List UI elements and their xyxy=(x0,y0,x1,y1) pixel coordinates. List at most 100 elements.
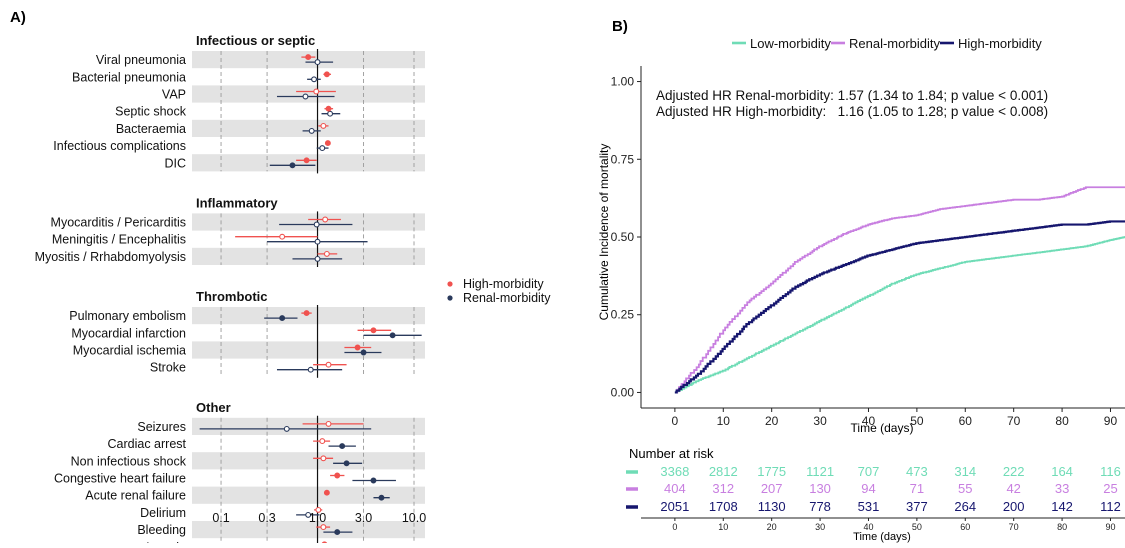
forest-row-label: Bacteraemia xyxy=(116,122,186,136)
km-y-tick-label: 0.00 xyxy=(611,385,635,399)
forest-row-label: Myocardial infarction xyxy=(71,326,186,340)
risk-value-low-morbidity: 164 xyxy=(1051,464,1073,479)
risk-value-renal-morbidity: 55 xyxy=(958,481,972,496)
forest-row-band xyxy=(192,154,425,172)
risk-value-high-morbidity: 377 xyxy=(906,499,928,514)
forest-point-high xyxy=(323,71,330,78)
forest-point-renal xyxy=(389,332,396,339)
risk-value-renal-morbidity: 130 xyxy=(809,481,831,496)
forest-point-renal xyxy=(302,93,309,100)
km-y-tick-label: 0.50 xyxy=(611,230,635,244)
forest-point-high xyxy=(320,455,327,462)
forest-group-title: Inflammatory xyxy=(196,195,278,210)
forest-group-title: Thrombotic xyxy=(196,289,268,304)
risk-x-tick-label: 0 xyxy=(672,522,677,532)
km-series-renal-morbidity xyxy=(674,186,1125,394)
forest-point-renal xyxy=(289,162,296,169)
forest-legend-marker-high-morbidity xyxy=(447,281,453,287)
forest-point-renal xyxy=(283,425,290,432)
forest-row-label: Bleeding xyxy=(137,523,186,537)
risk-x-tick-label: 60 xyxy=(960,522,970,532)
forest-row-band xyxy=(192,247,425,265)
forest-point-high xyxy=(320,122,327,129)
forest-row-label: Viral pneumonia xyxy=(96,53,186,67)
risk-x-tick-label: 80 xyxy=(1057,522,1067,532)
risk-table-title: Number at risk xyxy=(629,446,714,461)
risk-value-renal-morbidity: 25 xyxy=(1103,481,1117,496)
forest-row-label: DIC xyxy=(164,156,186,170)
forest-point-high xyxy=(279,233,286,240)
forest-point-renal xyxy=(343,460,350,467)
risk-value-high-morbidity: 142 xyxy=(1051,499,1073,514)
forest-row-label: Congestive heart failure xyxy=(54,472,186,486)
forest-point-renal xyxy=(313,221,320,228)
risk-value-low-morbidity: 3368 xyxy=(660,464,689,479)
number-at-risk-table: Number at risk 3368 2812 1775 1121 707 473 314… xyxy=(626,446,1125,543)
hr-annotation-renal: Adjusted HR Renal-morbidity: 1.57 (1.34 … xyxy=(656,88,1048,103)
risk-value-renal-morbidity: 312 xyxy=(712,481,734,496)
risk-value-low-morbidity: 1775 xyxy=(757,464,786,479)
risk-table-axis: 0 10 20 30 40 50 60 70 80 90 xyxy=(641,517,1125,532)
forest-group-title: Infectious or septic xyxy=(196,33,315,48)
forest-point-renal xyxy=(314,238,321,245)
risk-value-high-morbidity: 531 xyxy=(858,499,880,514)
risk-value-low-morbidity: 473 xyxy=(906,464,928,479)
km-x-axis-label: Time (days) xyxy=(851,421,914,435)
forest-row-band xyxy=(192,452,425,470)
forest-point-renal xyxy=(378,494,385,501)
forest-row-label: Septic shock xyxy=(115,105,187,119)
forest-point-high xyxy=(315,506,322,513)
forest-row-band xyxy=(192,307,425,325)
forest-point-high xyxy=(325,420,332,427)
forest-row-band xyxy=(192,521,425,539)
forest-row-band xyxy=(192,213,425,231)
risk-value-high-morbidity: 264 xyxy=(954,499,976,514)
forest-point-renal xyxy=(314,255,321,262)
forest-row-label: Infectious complications xyxy=(53,139,186,153)
forest-point-high xyxy=(354,344,361,351)
forest-point-renal xyxy=(334,529,341,536)
risk-value-high-morbidity: 1708 xyxy=(709,499,738,514)
forest-row-label: VAP xyxy=(162,88,186,102)
forest-point-high xyxy=(319,438,326,445)
risk-value-low-morbidity: 1121 xyxy=(806,464,834,479)
forest-point-high xyxy=(325,361,332,368)
forest-x-tick-label: 10.0 xyxy=(402,511,426,525)
forest-point-renal xyxy=(314,59,321,66)
risk-value-low-morbidity: 222 xyxy=(1003,464,1025,479)
km-x-tick-label: 50 xyxy=(910,414,924,428)
risk-value-renal-morbidity: 94 xyxy=(861,481,875,496)
forest-point-high xyxy=(323,250,330,257)
km-y-tick-label: 1.00 xyxy=(611,75,635,89)
forest-x-tick-label: 3.0 xyxy=(355,511,372,525)
forest-row-label: Meningitis / Encephalitis xyxy=(52,233,186,247)
risk-value-high-morbidity: 2051 xyxy=(660,499,689,514)
km-legend: Low-morbidity Renal-morbidity High-morbidi… xyxy=(732,36,1042,51)
forest-point-high xyxy=(303,157,310,164)
forest-point-high xyxy=(334,472,341,479)
risk-value-high-morbidity: 200 xyxy=(1003,499,1025,514)
km-x-tick-label: 30 xyxy=(813,414,827,428)
forest-point-high xyxy=(322,216,329,223)
km-legend-label-renal-morbidity: Renal-morbidity xyxy=(849,36,941,51)
forest-point-renal xyxy=(305,511,312,518)
risk-value-renal-morbidity: 207 xyxy=(761,481,783,496)
forest-row-label: Non infectious shock xyxy=(71,454,187,468)
forest-row-band xyxy=(192,417,425,435)
forest-point-renal xyxy=(327,110,334,117)
km-axes: 0.00 0.25 0.50 0.75 1.00 0 10 20 30 40 50 60 70 80 90 xyxy=(611,66,1125,428)
risk-value-low-morbidity: 116 xyxy=(1100,464,1121,479)
km-x-tick-label: 20 xyxy=(765,414,779,428)
forest-x-axis: 0.1 0.3 1.0 3.0 10.0 xyxy=(212,511,426,525)
panel-label-a: A) xyxy=(10,9,26,26)
forest-x-tick-label: 1.0 xyxy=(309,511,326,525)
risk-x-tick-label: 70 xyxy=(1009,522,1019,532)
forest-row-band xyxy=(192,85,425,103)
risk-value-renal-morbidity: 33 xyxy=(1055,481,1069,496)
forest-point-renal xyxy=(360,349,367,356)
km-series-low-morbidity xyxy=(674,236,1125,394)
forest-row-label: Cardiac arrest xyxy=(108,437,187,451)
risk-value-renal-morbidity: 42 xyxy=(1006,481,1020,496)
